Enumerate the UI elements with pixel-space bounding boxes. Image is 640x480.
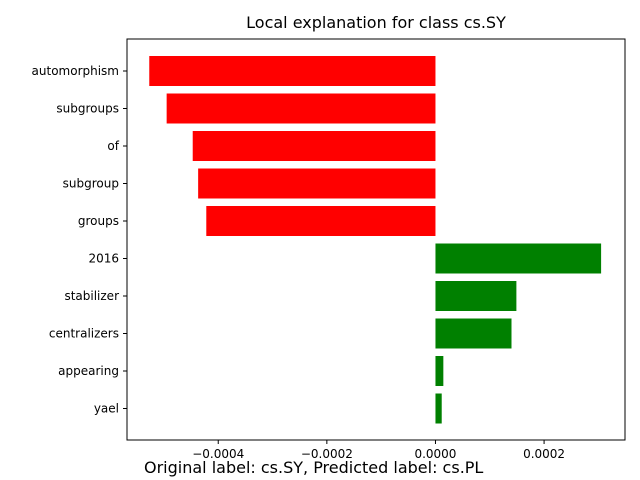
x-axis-ticks: −0.0004 −0.0002 0.0000 0.0002 [192, 440, 565, 461]
y-tick-label: centralizers [49, 327, 119, 341]
bar-2016 [435, 243, 602, 274]
bar-appearing [435, 356, 444, 386]
bar-of [192, 131, 436, 161]
y-tick-label: of [107, 139, 119, 153]
y-tick-label: appearing [58, 364, 119, 378]
bars [149, 56, 602, 424]
x-tick-label: 0.0002 [523, 447, 565, 461]
y-tick-label: automorphism [32, 64, 119, 78]
bar-yael [435, 393, 442, 424]
y-tick-label: yael [94, 402, 119, 416]
chart-title: Local explanation for class cs.SY [246, 13, 506, 32]
caption: Original label: cs.SY, Predicted label: … [144, 458, 484, 477]
y-tick-label: stabilizer [64, 289, 119, 303]
y-tick-label: 2016 [88, 252, 119, 266]
bar-stabilizer [435, 281, 517, 311]
bar-subgroups [166, 93, 436, 124]
x-tick-label: −0.0002 [301, 447, 353, 461]
x-tick-label: 0.0000 [414, 447, 456, 461]
plot-frame [126, 38, 626, 441]
bar-centralizers [435, 318, 512, 349]
bar-subgroup [198, 168, 436, 199]
y-axis-ticks: automorphism subgroups of subgroup groups 201… [32, 64, 127, 416]
x-tick-label: −0.0004 [192, 447, 244, 461]
bar-automorphism [149, 56, 436, 86]
y-tick-label: groups [78, 214, 119, 228]
y-tick-label: subgroups [56, 102, 119, 116]
y-tick-label: subgroup [63, 177, 119, 191]
bar-groups [206, 206, 436, 236]
